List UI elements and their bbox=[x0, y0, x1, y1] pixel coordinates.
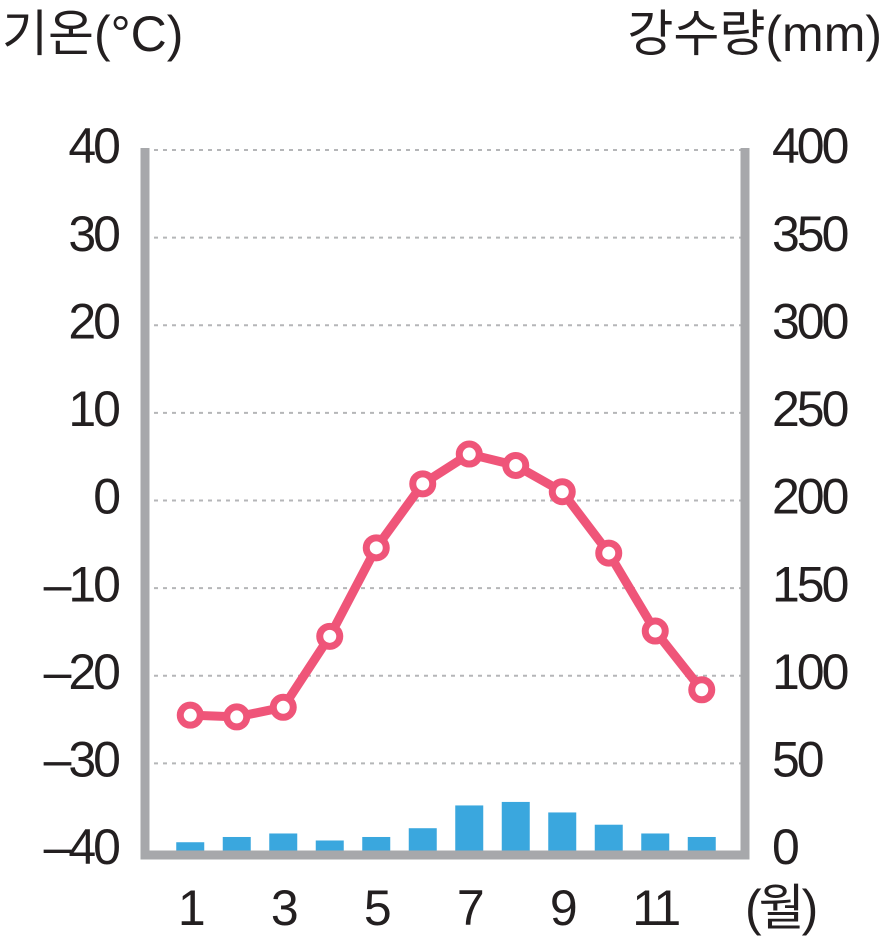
x-axis-title: (월) bbox=[745, 880, 816, 936]
point bbox=[409, 470, 437, 498]
y2-tick-label: 0 bbox=[772, 819, 798, 875]
line bbox=[190, 449, 706, 722]
bar bbox=[687, 836, 716, 851]
y2-axis-title: 강수량(mm) bbox=[627, 6, 882, 62]
y2-tick-label: 100 bbox=[772, 644, 848, 700]
x-tick-label: 9 bbox=[550, 880, 576, 936]
point bbox=[595, 539, 623, 567]
point bbox=[176, 701, 204, 729]
y-axis-title: 기온(°C) bbox=[2, 6, 183, 62]
y2-tick-label: 200 bbox=[772, 469, 848, 525]
y-tick-label: –40 bbox=[44, 819, 120, 875]
point bbox=[548, 478, 576, 506]
x-tick-label: 1 bbox=[178, 880, 204, 936]
axis-frame bbox=[140, 148, 750, 860]
bar bbox=[222, 836, 251, 851]
y-tick-label: 40 bbox=[68, 118, 119, 174]
bar bbox=[548, 812, 577, 851]
x-tick-label: 5 bbox=[364, 880, 390, 936]
point bbox=[641, 617, 669, 645]
y2-tick-label: 400 bbox=[772, 118, 848, 174]
bar bbox=[269, 833, 298, 851]
y2-tick-label: 250 bbox=[772, 381, 848, 437]
y-tick-label: –20 bbox=[44, 644, 120, 700]
y-tick-label: 20 bbox=[68, 293, 119, 349]
bar bbox=[362, 836, 391, 851]
y2-tick-label: 300 bbox=[772, 293, 848, 349]
point bbox=[223, 703, 251, 731]
bar bbox=[641, 833, 670, 851]
y-tick-label: –10 bbox=[44, 556, 120, 612]
point bbox=[316, 622, 344, 650]
marks bbox=[176, 801, 716, 851]
grid bbox=[145, 149, 745, 765]
point bbox=[362, 534, 390, 562]
bar bbox=[501, 801, 530, 851]
x-tick-label: 11 bbox=[632, 880, 679, 936]
y-tick-label: 0 bbox=[93, 469, 119, 525]
overlay bbox=[176, 440, 716, 731]
y2-tick-label: 350 bbox=[772, 206, 848, 262]
point bbox=[269, 693, 297, 721]
bar bbox=[408, 828, 437, 851]
point bbox=[502, 451, 530, 479]
x-tick-label: 3 bbox=[271, 880, 297, 936]
x-tick-label: 7 bbox=[457, 880, 483, 936]
y-tick-label: –30 bbox=[44, 732, 120, 788]
y-tick-label: 30 bbox=[68, 206, 119, 262]
bar bbox=[455, 805, 484, 851]
bar bbox=[315, 840, 344, 851]
point bbox=[455, 440, 483, 468]
bar bbox=[594, 824, 623, 851]
bar bbox=[176, 842, 205, 851]
y-tick-label: 10 bbox=[68, 381, 119, 437]
y2-tick-label: 150 bbox=[772, 556, 848, 612]
y2-tick-label: 50 bbox=[772, 732, 823, 788]
point bbox=[688, 676, 716, 704]
